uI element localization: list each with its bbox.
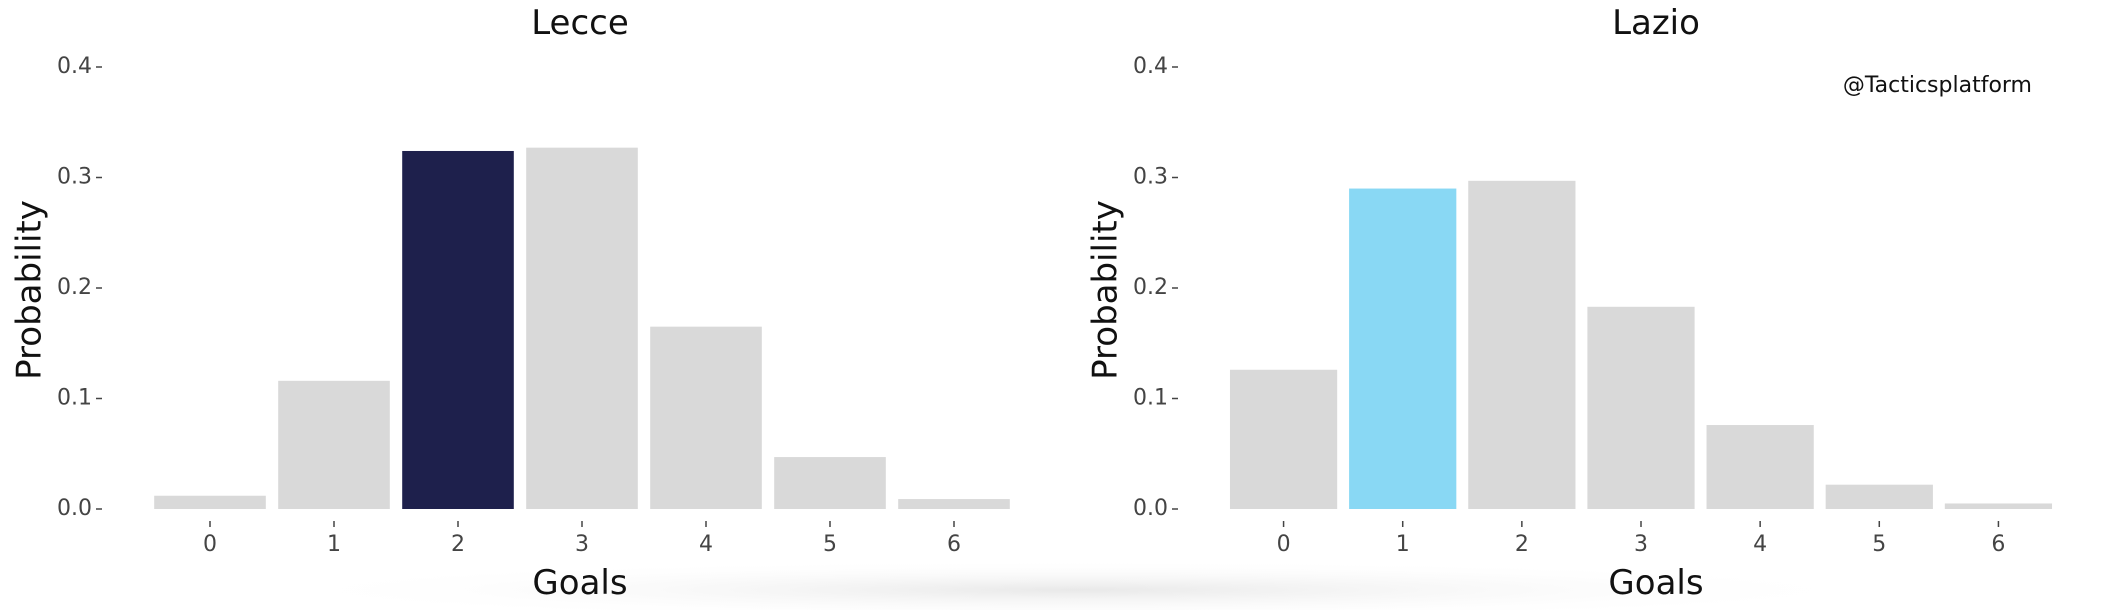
x-tick-label: 0 [1277, 532, 1291, 557]
bar [1825, 484, 1933, 509]
x-tick-label: 4 [1753, 532, 1767, 557]
chart-panel-lazio: Lazio Probability Goals 0.00.10.20.30.4 … [1086, 3, 2053, 603]
bar [650, 326, 762, 509]
bar [1944, 503, 2053, 509]
bar [898, 499, 1010, 509]
bar [526, 147, 638, 510]
x-axis-ticks: 0 1 2 3 4 5 6 [1277, 521, 2005, 557]
x-tick-label: 0 [203, 532, 217, 557]
x-axis-title: Goals [1608, 563, 1703, 603]
x-axis-title: Goals [532, 563, 627, 603]
x-tick-label: 1 [327, 532, 341, 557]
y-tick-label: 0.1 [57, 386, 92, 411]
x-tick-label: 6 [947, 532, 961, 557]
y-axis-ticks: 0.0 0.1 0.2 0.3 0.4 [1133, 54, 1178, 521]
chart-panel-lecce: Lecce Probability Goals 0.00.10.20.30.4 … [10, 3, 1010, 603]
x-axis-ticks: 0 1 2 3 4 5 6 [203, 521, 961, 557]
x-tick-label: 4 [699, 532, 713, 557]
x-tick-label: 2 [451, 532, 465, 557]
y-axis-ticks: 0.0 0.1 0.2 0.3 0.4 [57, 54, 102, 521]
y-tick-label: 0.3 [57, 165, 92, 190]
bar-highlighted [402, 150, 514, 510]
bar [1706, 425, 1814, 509]
x-tick-label: 3 [1634, 532, 1648, 557]
bar [1587, 306, 1695, 509]
y-tick-label: 0.4 [1133, 54, 1168, 79]
bar-highlighted [1349, 188, 1457, 510]
bar [1468, 180, 1576, 509]
chart-title: Lazio [1612, 3, 1700, 43]
bars [1229, 180, 2053, 510]
x-tick-label: 5 [1872, 532, 1886, 557]
x-tick-label: 6 [1991, 532, 2005, 557]
x-tick-label: 2 [1515, 532, 1529, 557]
y-tick-label: 0.3 [1133, 165, 1168, 190]
y-tick-label: 0.4 [57, 54, 92, 79]
y-tick-label: 0.0 [57, 496, 92, 521]
bar [278, 380, 390, 509]
y-tick-label: 0.2 [57, 275, 92, 300]
x-tick-label: 3 [575, 532, 589, 557]
y-tick-label: 0.1 [1133, 386, 1168, 411]
x-tick-label: 5 [823, 532, 837, 557]
y-axis-title: Probability [10, 200, 50, 380]
y-tick-label: 0.0 [1133, 496, 1168, 521]
bar [774, 457, 886, 509]
y-tick-label: 0.2 [1133, 275, 1168, 300]
x-tick-label: 1 [1396, 532, 1410, 557]
chart-title: Lecce [531, 3, 629, 43]
watermark: @Tacticsplatform [1843, 73, 2032, 98]
bottom-shadow [250, 560, 1900, 610]
bars [154, 147, 1010, 510]
bar [154, 495, 266, 509]
y-axis-title: Probability [1086, 200, 1126, 380]
bar [1229, 369, 1338, 509]
